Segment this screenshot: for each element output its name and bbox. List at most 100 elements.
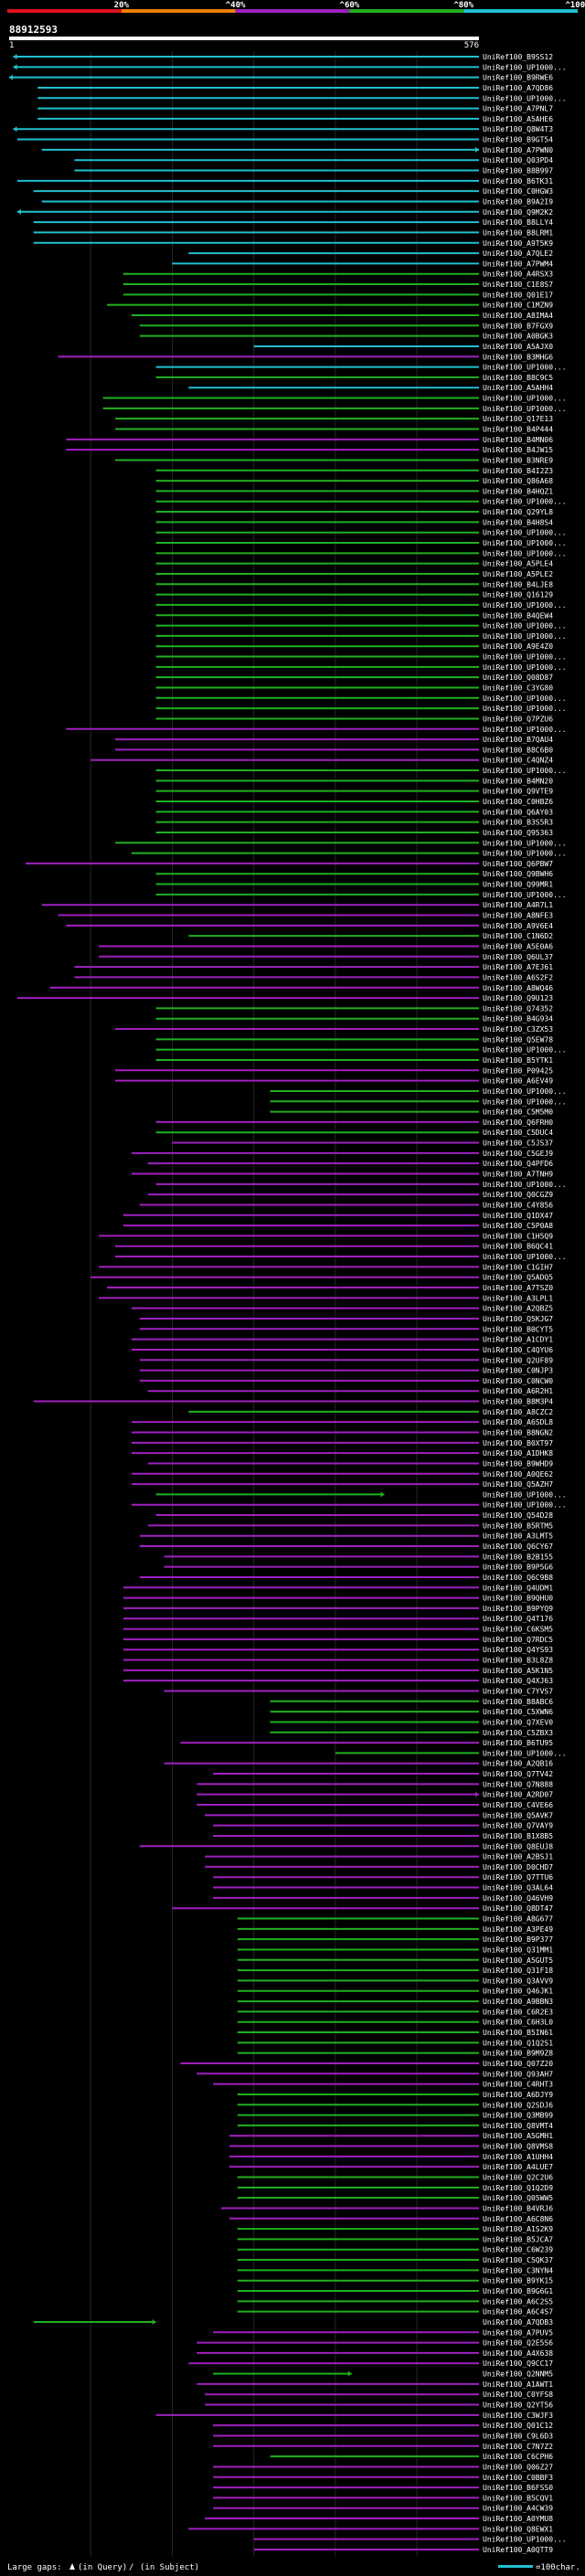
hit-id[interactable]: UniRef100_B4P444 bbox=[483, 426, 553, 434]
hit-id[interactable]: UniRef100_A0QE62 bbox=[483, 1470, 553, 1479]
hit-id[interactable]: UniRef100_A8WQ46 bbox=[483, 984, 553, 992]
hit-row[interactable]: UniRef100_Q6UL37 bbox=[99, 953, 553, 961]
hit-id[interactable]: UniRef100_A6SDL8 bbox=[483, 1418, 553, 1426]
hit-id[interactable]: UniRef100_A7PNL7 bbox=[483, 105, 553, 113]
hit-row[interactable]: UniRef100_B9P5G6 bbox=[164, 1564, 554, 1572]
hit-row[interactable]: UniRef100_C5JS37 bbox=[172, 1140, 553, 1148]
hit-id[interactable]: UniRef100_A1S2K9 bbox=[483, 2225, 553, 2233]
hit-row[interactable]: UniRef100_C3YG80 bbox=[155, 684, 554, 692]
hit-id[interactable]: UniRef100_A1DHK8 bbox=[483, 1449, 553, 1458]
hit-row[interactable]: UniRef100_B2B155 bbox=[164, 1553, 554, 1561]
hit-id[interactable]: UniRef100_C4QNZ4 bbox=[483, 757, 553, 765]
hit-id[interactable]: UniRef100_UP1000... bbox=[483, 622, 567, 631]
hit-row[interactable]: UniRef100_C1H5Q9 bbox=[99, 1232, 553, 1240]
hit-id[interactable]: UniRef100_Q07Z20 bbox=[483, 2060, 553, 2068]
hit-id[interactable]: UniRef100_UP1000... bbox=[483, 705, 567, 713]
hit-id[interactable]: UniRef100_C4QYU6 bbox=[483, 1346, 553, 1354]
hit-id[interactable]: UniRef100_C5QK37 bbox=[483, 2256, 553, 2264]
hit-row[interactable]: UniRef100_A4CW39 bbox=[213, 2505, 553, 2513]
hit-id[interactable]: UniRef100_Q2SDJ6 bbox=[483, 2101, 553, 2109]
hit-id[interactable]: UniRef100_C0HBZ6 bbox=[483, 798, 553, 806]
hit-row[interactable]: UniRef100_A5AHE6 bbox=[37, 115, 553, 123]
hit-row[interactable]: UniRef100_B8LLY4 bbox=[33, 218, 553, 227]
hit-id[interactable]: UniRef100_B8ABC6 bbox=[483, 1698, 553, 1706]
hit-id[interactable]: UniRef100_C1E8S7 bbox=[483, 281, 553, 289]
hit-id[interactable]: UniRef100_A8G677 bbox=[483, 1915, 553, 1924]
hit-row[interactable]: UniRef100_B7QAU4 bbox=[115, 736, 553, 744]
hit-id[interactable]: UniRef100_Q08D87 bbox=[483, 673, 553, 682]
hit-row[interactable]: UniRef100_Q16129 bbox=[155, 591, 554, 599]
hit-id[interactable]: UniRef100_Q8DT47 bbox=[483, 1904, 553, 1913]
hit-id[interactable]: UniRef100_A7QDB3 bbox=[483, 2318, 553, 2327]
hit-row[interactable]: UniRef100_A6S2F2 bbox=[74, 973, 553, 981]
hit-row[interactable]: UniRef100_B4P444 bbox=[115, 426, 553, 434]
hit-row[interactable]: UniRef100_A4X638 bbox=[197, 2349, 553, 2358]
hit-id[interactable]: UniRef100_Q86A68 bbox=[483, 477, 553, 485]
hit-row[interactable]: UniRef100_UP1000... bbox=[270, 1087, 567, 1096]
hit-id[interactable]: UniRef100_B9P5G6 bbox=[483, 1564, 553, 1572]
hit-row[interactable]: UniRef100_B9PYQ9 bbox=[122, 1605, 553, 1613]
hit-id[interactable]: UniRef100_A2BSJ1 bbox=[483, 1853, 553, 1861]
hit-id[interactable]: UniRef100_Q9U123 bbox=[483, 994, 553, 1002]
hit-id[interactable]: UniRef100_Q6PBW7 bbox=[483, 860, 553, 868]
hit-row[interactable]: UniRef100_A5GMH1 bbox=[229, 2132, 553, 2140]
hit-id[interactable]: UniRef100_UP1000... bbox=[483, 1501, 567, 1510]
hit-row[interactable]: UniRef100_B3L8Z8 bbox=[122, 1657, 553, 1665]
hit-row[interactable]: UniRef100_C3WJF3 bbox=[155, 2412, 554, 2420]
hit-row[interactable]: UniRef100_UP1000... bbox=[102, 405, 567, 413]
hit-row[interactable]: UniRef100_B8LRM1 bbox=[33, 228, 553, 237]
hit-row[interactable]: UniRef100_UP1000... bbox=[155, 539, 567, 547]
hit-id[interactable]: UniRef100_UP1000... bbox=[483, 1749, 567, 1757]
hit-row[interactable]: UniRef100_B4LJE8 bbox=[155, 580, 554, 588]
hit-id[interactable]: UniRef100_A1CDY1 bbox=[483, 1336, 553, 1344]
hit-row[interactable]: UniRef100_A4LUE7 bbox=[229, 2163, 553, 2171]
hit-row[interactable]: UniRef100_A5AJX0 bbox=[253, 343, 554, 351]
hit-row[interactable]: UniRef100_A6C8N6 bbox=[229, 2215, 553, 2223]
hit-id[interactable]: UniRef100_A6DJY9 bbox=[483, 2091, 553, 2099]
hit-id[interactable]: UniRef100_Q6AY03 bbox=[483, 808, 553, 816]
hit-id[interactable]: UniRef100_Q1Q2D9 bbox=[483, 2184, 553, 2192]
hit-row[interactable]: UniRef100_A5E0A6 bbox=[99, 942, 553, 950]
hit-id[interactable]: UniRef100_Q7TTU6 bbox=[483, 1873, 553, 1882]
hit-id[interactable]: UniRef100_Q7TV42 bbox=[483, 1770, 553, 1778]
hit-id[interactable]: UniRef100_Q7PZU6 bbox=[483, 715, 553, 723]
hit-row[interactable]: UniRef100_B5RTM5 bbox=[147, 1521, 554, 1530]
hit-row[interactable]: UniRef100_Q6FRH0 bbox=[155, 1118, 554, 1127]
hit-row[interactable]: UniRef100_C5ZBX3 bbox=[270, 1729, 554, 1737]
hit-row[interactable]: UniRef100_C4RHT3 bbox=[213, 2081, 553, 2089]
hit-row[interactable]: UniRef100_C3ZX53 bbox=[115, 1025, 553, 1034]
hit-row[interactable]: UniRef100_A9E4Z0 bbox=[155, 642, 554, 651]
hit-id[interactable]: UniRef100_Q06Z27 bbox=[483, 2463, 553, 2471]
hit-row[interactable]: UniRef100_Q7VAY9 bbox=[213, 1822, 553, 1830]
hit-row[interactable]: UniRef100_UP1000... bbox=[155, 632, 567, 641]
hit-id[interactable]: UniRef100_B3L8Z8 bbox=[483, 1657, 553, 1665]
hit-row[interactable]: UniRef100_C7N7Z2 bbox=[213, 2443, 553, 2451]
hit-row[interactable]: UniRef100_A5AHH4 bbox=[188, 384, 553, 392]
hit-id[interactable]: UniRef100_A9BBN3 bbox=[483, 1998, 553, 2006]
hit-row[interactable]: UniRef100_B0XT97 bbox=[131, 1439, 553, 1447]
hit-row[interactable]: UniRef100_Q95363 bbox=[155, 829, 554, 837]
hit-id[interactable]: UniRef100_B9PYQ9 bbox=[483, 1605, 553, 1613]
hit-id[interactable]: UniRef100_C1H5Q9 bbox=[483, 1232, 553, 1240]
hit-row[interactable]: UniRef100_UP1000... bbox=[155, 498, 567, 506]
hit-id[interactable]: UniRef100_C3YG80 bbox=[483, 684, 553, 692]
hit-row[interactable]: UniRef100_A3LMT5 bbox=[139, 1532, 553, 1541]
hit-id[interactable]: UniRef100_B3S5R3 bbox=[483, 819, 553, 827]
hit-row[interactable]: UniRef100_A5PLE2 bbox=[155, 570, 554, 578]
hit-id[interactable]: UniRef100_A6C4S7 bbox=[483, 2308, 553, 2316]
hit-id[interactable]: UniRef100_A9E4Z0 bbox=[483, 642, 553, 651]
hit-id[interactable]: UniRef100_B8NGN2 bbox=[483, 1428, 553, 1436]
hit-row[interactable]: UniRef100_B6TU95 bbox=[180, 1739, 553, 1747]
hit-id[interactable]: UniRef100_A9V6E4 bbox=[483, 922, 553, 930]
hit-row[interactable]: UniRef100_UP1000... bbox=[155, 694, 567, 703]
hit-row[interactable]: UniRef100_B9YK15 bbox=[237, 2277, 553, 2285]
hit-row[interactable]: UniRef100_B4JW15 bbox=[66, 446, 553, 454]
hit-id[interactable]: UniRef100_Q2C2U6 bbox=[483, 2173, 553, 2181]
hit-id[interactable]: UniRef100_Q6C9B8 bbox=[483, 1574, 553, 1582]
hit-id[interactable]: UniRef100_C7YVS7 bbox=[483, 1687, 553, 1695]
hit-row[interactable]: UniRef100_A5K1N5 bbox=[122, 1667, 553, 1675]
hit-id[interactable]: UniRef100_C5JS37 bbox=[483, 1140, 553, 1148]
hit-id[interactable]: UniRef100_Q54D28 bbox=[483, 1511, 553, 1520]
hit-id[interactable]: UniRef100_Q46VH9 bbox=[483, 1894, 553, 1903]
hit-id[interactable]: UniRef100_A9T5K9 bbox=[483, 239, 553, 248]
